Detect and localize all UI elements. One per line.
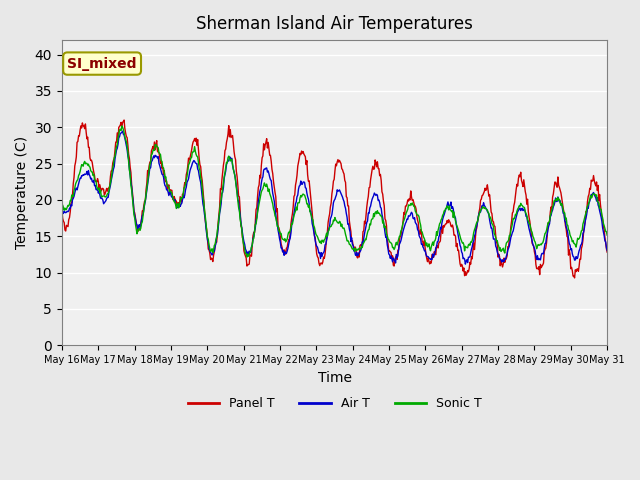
Panel T <box>604 249 611 255</box>
Air T <box>58 206 66 212</box>
Line: Air T: Air T <box>62 131 607 264</box>
Panel T <box>58 207 66 213</box>
Sonic T <box>209 250 217 255</box>
Panel T <box>125 152 132 157</box>
Air T <box>119 128 127 134</box>
Panel T <box>68 200 76 205</box>
Sonic T <box>118 123 125 129</box>
Air T <box>604 248 611 253</box>
Panel T <box>571 275 579 281</box>
Line: Panel T: Panel T <box>62 120 607 278</box>
Air T <box>402 220 410 226</box>
Legend: Panel T, Air T, Sonic T: Panel T, Air T, Sonic T <box>182 392 486 415</box>
Air T <box>417 241 425 247</box>
X-axis label: Time: Time <box>317 371 351 384</box>
Sonic T <box>243 254 251 260</box>
Sonic T <box>403 210 410 216</box>
Sonic T <box>125 159 132 165</box>
Air T <box>180 195 188 201</box>
Panel T <box>180 184 188 190</box>
Panel T <box>402 204 410 209</box>
Air T <box>209 251 217 256</box>
Sonic T <box>58 202 66 207</box>
Title: Sherman Island Air Temperatures: Sherman Island Air Temperatures <box>196 15 473 33</box>
Sonic T <box>68 192 76 198</box>
Sonic T <box>180 185 188 191</box>
Air T <box>68 203 76 209</box>
Panel T <box>209 259 217 264</box>
Y-axis label: Temperature (C): Temperature (C) <box>15 136 29 249</box>
Air T <box>125 156 132 162</box>
Sonic T <box>419 229 426 235</box>
Text: SI_mixed: SI_mixed <box>67 57 137 71</box>
Panel T <box>417 229 425 235</box>
Sonic T <box>604 232 611 238</box>
Line: Sonic T: Sonic T <box>62 126 607 257</box>
Panel T <box>120 117 128 123</box>
Air T <box>461 261 469 267</box>
